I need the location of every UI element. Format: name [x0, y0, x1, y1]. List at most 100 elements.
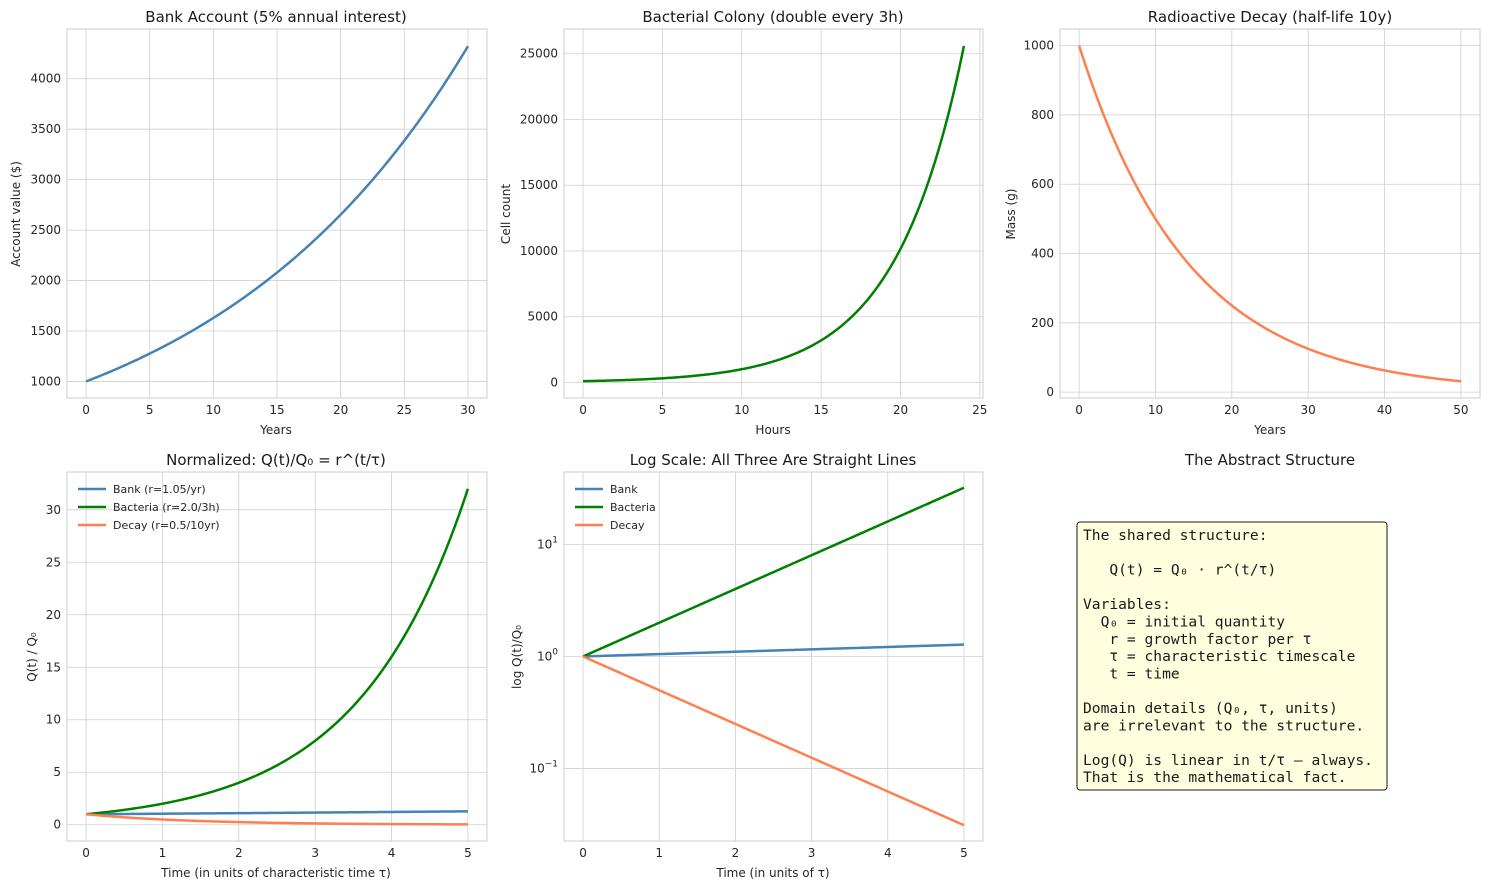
- text-line: Variables:: [1083, 596, 1171, 613]
- text-line: Log(Q) is linear in t/τ — always.: [1083, 752, 1373, 769]
- y-tick-label: 2500: [30, 223, 61, 237]
- y-tick-label: 10−1: [529, 760, 558, 776]
- text-line: Q₀ = initial quantity: [1083, 614, 1285, 631]
- structure-text: The shared structure: Q(t) = Q₀ · r^(t/τ…: [1083, 527, 1373, 786]
- y-tick-label: 20: [46, 608, 61, 622]
- series-line-bacteria: [85, 488, 470, 816]
- x-tick-label: 5: [464, 846, 472, 860]
- panel-title: The Abstract Structure: [1184, 451, 1355, 469]
- series-line-bank: [85, 45, 469, 383]
- y-tick-label: 600: [1031, 177, 1054, 191]
- y-axis-label: Account value ($): [9, 161, 23, 267]
- text-line: The shared structure:: [1083, 527, 1268, 544]
- y-tick-label: 400: [1031, 247, 1054, 261]
- text-line: Domain details (Q₀, τ, units): [1083, 700, 1338, 717]
- y-tick-label: 200: [1031, 316, 1054, 330]
- plot-area-decay: 0 10 20 30 40 50 0 200 400 600 800 1000: [1023, 28, 1481, 417]
- x-axis-label: Years: [1253, 423, 1286, 437]
- plot-area-normalized: 0 1 2 3 4 5 0 5 10 15 20 25 30 Bank (r=1.05/yr) Bacter…: [46, 471, 488, 860]
- x-tick-label: 5: [960, 846, 968, 860]
- y-tick-label: 15000: [520, 178, 558, 192]
- x-tick-label: 5: [146, 403, 154, 417]
- y-tick-label: 25000: [520, 47, 558, 61]
- x-tick-label: 20: [893, 403, 908, 417]
- plot-frame: [66, 471, 488, 842]
- y-tick-label: 5000: [527, 310, 558, 324]
- panel-bank: Bank Account (5% annual interest) 0 5 10 15…: [9, 8, 488, 437]
- x-tick-label: 15: [269, 403, 284, 417]
- y-tick-label: 100: [537, 647, 558, 663]
- x-tick-label: 10: [1148, 403, 1163, 417]
- legend-label: Bacteria (r=2.0/3h): [113, 501, 220, 514]
- series-line-decay: [85, 812, 468, 826]
- x-tick-label: 40: [1377, 403, 1392, 417]
- legend-label: Decay: [610, 519, 645, 532]
- text-line: t = time: [1083, 665, 1180, 682]
- plot-frame: [563, 471, 984, 842]
- x-tick-label: 20: [333, 403, 348, 417]
- x-axis-label: Time (in units of τ): [715, 866, 829, 880]
- panel-title: Bacterial Colony (double every 3h): [642, 8, 903, 26]
- x-tick-label: 0: [82, 403, 90, 417]
- series-line-bacteria: [582, 486, 965, 658]
- x-tick-label: 0: [82, 846, 90, 860]
- x-tick-label: 2: [235, 846, 243, 860]
- y-tick-label: 0: [550, 375, 558, 389]
- y-tick-label: 3000: [30, 173, 61, 187]
- x-tick-label: 30: [1301, 403, 1316, 417]
- x-tick-label: 0: [579, 846, 587, 860]
- y-tick-label: 1500: [30, 324, 61, 338]
- x-tick-label: 5: [659, 403, 667, 417]
- y-tick-label: 30: [46, 503, 61, 517]
- series-line-bacteria: [583, 45, 966, 383]
- legend-label: Decay (r=0.5/10yr): [113, 519, 220, 532]
- y-tick-label: 800: [1031, 108, 1054, 122]
- structure-textbox: [1076, 521, 1388, 791]
- y-tick-label: 0: [1046, 385, 1054, 399]
- y-tick-label: 5: [53, 765, 61, 779]
- plot-area-bacteria: 0 5 10 15 20 25 0 5000 10000 15000 20000 25000: [520, 28, 987, 417]
- y-axis-label: Q(t) / Q₀: [25, 632, 39, 682]
- y-tick-label: 4000: [30, 72, 61, 86]
- x-tick-label: 4: [388, 846, 396, 860]
- x-tick-label: 0: [579, 403, 587, 417]
- x-tick-label: 3: [808, 846, 816, 860]
- y-axis-label: log Q(t)/Q₀: [510, 625, 524, 689]
- panel-bacteria: Bacterial Colony (double every 3h) 0 5 10 1…: [499, 8, 987, 437]
- x-tick-label: 15: [813, 403, 828, 417]
- x-tick-label: 0: [1075, 403, 1083, 417]
- y-tick-label: 10000: [520, 244, 558, 258]
- x-tick-label: 1: [159, 846, 167, 860]
- plot-frame: [1059, 28, 1481, 399]
- y-axis-label: Mass (g): [1004, 188, 1018, 239]
- panel-title: Bank Account (5% annual interest): [145, 8, 406, 26]
- x-tick-label: 4: [884, 846, 892, 860]
- x-tick-label: 10: [734, 403, 749, 417]
- x-axis-label: Years: [259, 423, 292, 437]
- series-line-decay: [1077, 45, 1462, 383]
- panel-logscale: Log Scale: All Three Are Straight Lines …: [510, 451, 984, 880]
- y-tick-label: 1000: [30, 374, 61, 388]
- panel-title: Radioactive Decay (half-life 10y): [1148, 8, 1392, 26]
- x-tick-label: 50: [1453, 403, 1468, 417]
- legend-label: Bank (r=1.05/yr): [113, 483, 206, 496]
- text-line: Q(t) = Q₀ · r^(t/τ): [1083, 562, 1276, 579]
- plot-area-logscale: 0 1 2 3 4 5 10−1 100 101 Bank Bacteria Decay: [529, 471, 984, 860]
- series-line-bank: [86, 810, 468, 816]
- y-tick-label: 1000: [1023, 39, 1054, 53]
- y-tick-label: 15: [46, 660, 61, 674]
- series-line-bank: [583, 643, 964, 658]
- panel-title: Log Scale: All Three Are Straight Lines: [630, 451, 917, 469]
- panel-decay: Radioactive Decay (half-life 10y) 0 10 20 3…: [1004, 8, 1481, 437]
- x-tick-label: 25: [972, 403, 987, 417]
- y-axis-label: Cell count: [499, 184, 513, 244]
- y-tick-label: 0: [53, 818, 61, 832]
- text-line: are irrelevant to the structure.: [1083, 717, 1364, 734]
- text-line: τ = characteristic timescale: [1083, 648, 1355, 665]
- x-tick-label: 20: [1224, 403, 1239, 417]
- plot-frame: [66, 28, 488, 399]
- legend-label: Bacteria: [610, 501, 656, 514]
- x-tick-label: 10: [206, 403, 221, 417]
- y-tick-label: 20000: [520, 112, 558, 126]
